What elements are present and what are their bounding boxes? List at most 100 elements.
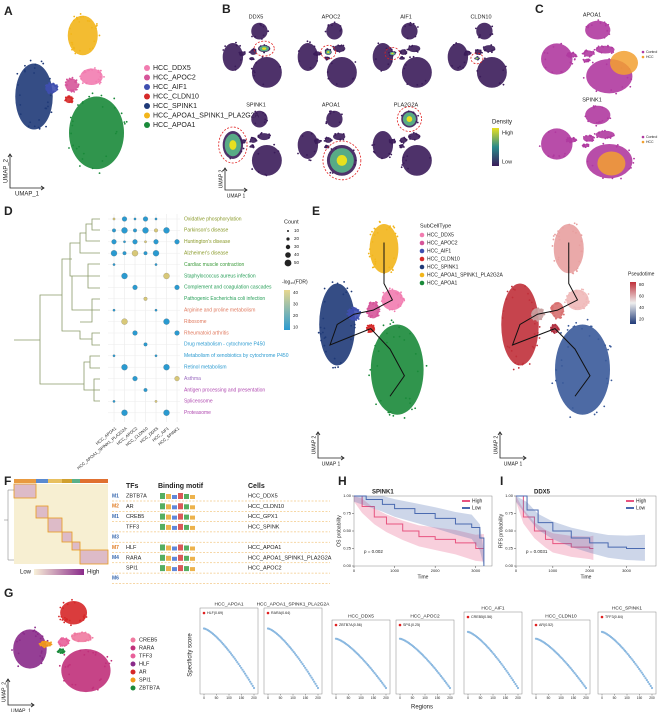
cell <box>71 41 74 44</box>
cell <box>101 106 104 108</box>
scale-label: Low <box>20 570 32 576</box>
specificity-point <box>635 664 638 667</box>
cell <box>393 226 396 229</box>
legend-label: High <box>472 498 483 504</box>
cell <box>569 140 572 143</box>
module-outline <box>35 505 49 519</box>
cell <box>234 65 237 68</box>
cell <box>41 641 44 644</box>
specificity-point <box>634 662 637 665</box>
cell <box>266 119 268 122</box>
cell <box>405 159 407 162</box>
cell <box>248 51 251 54</box>
cell <box>607 23 610 26</box>
cell <box>610 135 612 138</box>
cell <box>607 348 609 351</box>
cell <box>402 162 405 165</box>
cell <box>571 62 574 65</box>
cell <box>390 60 393 63</box>
cell <box>575 269 578 271</box>
pathway-label: Oxidative phosphorylation <box>184 216 242 222</box>
cell <box>325 350 327 353</box>
cell <box>491 33 494 35</box>
cell <box>399 144 402 147</box>
cell <box>597 45 600 48</box>
cell <box>239 51 241 54</box>
x-tick-label: 1000 <box>548 568 558 573</box>
panel-title: HCC_SPINK1 <box>612 605 642 611</box>
enrichment-dot <box>133 217 137 221</box>
cell <box>367 315 370 317</box>
arrow-head <box>497 431 527 461</box>
cell <box>262 34 265 37</box>
specificity-point <box>288 646 291 649</box>
cell <box>262 111 264 114</box>
arrow-head <box>222 167 248 193</box>
cell <box>52 90 55 93</box>
cell <box>476 48 479 51</box>
cell <box>279 65 282 68</box>
survival-curve <box>354 495 485 566</box>
cell <box>555 369 558 371</box>
cell <box>61 648 63 651</box>
cell <box>87 633 90 636</box>
cell <box>259 133 262 135</box>
specificity-point <box>648 682 651 686</box>
cell <box>78 49 81 52</box>
legend-swatch <box>419 240 425 246</box>
pathway-label: Staphylococcus aureus infection <box>184 273 256 279</box>
enrichment-dot <box>121 409 128 416</box>
cell <box>515 355 518 358</box>
motif-letter <box>178 544 183 551</box>
cell <box>414 352 417 355</box>
cell <box>377 314 380 317</box>
specificity-point <box>243 672 247 675</box>
cell <box>73 632 76 635</box>
specificity-point <box>641 673 645 676</box>
specificity-point <box>583 685 586 688</box>
cell <box>323 327 326 330</box>
cell <box>582 307 585 310</box>
cell <box>574 55 577 58</box>
cell <box>597 19 600 22</box>
axis-label: UMAP_1 <box>15 192 40 198</box>
module-strip <box>14 479 36 483</box>
cell <box>334 132 337 135</box>
cell <box>610 379 613 382</box>
cell <box>71 598 73 601</box>
cell <box>264 114 267 116</box>
cell <box>391 50 394 53</box>
cell <box>81 158 84 160</box>
specificity-point <box>489 649 493 653</box>
cell <box>342 138 345 141</box>
cell <box>16 84 19 86</box>
cell-cluster <box>585 105 611 125</box>
pathway-label: Cardiac muscle contraction <box>184 262 245 268</box>
specificity-point <box>625 651 628 654</box>
cell <box>83 653 86 656</box>
cell <box>563 301 566 304</box>
cell <box>313 139 316 142</box>
cell <box>91 687 94 690</box>
cell <box>73 47 75 50</box>
panel-label: A <box>4 4 13 18</box>
cell <box>583 51 586 53</box>
cell <box>527 292 529 295</box>
specificity-point <box>240 666 243 669</box>
specificity-point <box>570 668 573 671</box>
cell <box>29 121 32 124</box>
specificity-point <box>493 654 497 657</box>
cell <box>239 44 241 47</box>
cell <box>320 53 322 55</box>
cell <box>29 59 32 62</box>
panel-title: HCC_APOC2 <box>410 613 440 619</box>
cell <box>547 131 550 133</box>
specificity-point <box>501 664 504 667</box>
cell <box>388 289 390 292</box>
cell <box>558 328 560 331</box>
cell <box>391 308 394 311</box>
cell <box>607 117 609 120</box>
axis-arrow <box>9 154 44 189</box>
cell <box>380 69 383 72</box>
cell <box>33 629 36 632</box>
